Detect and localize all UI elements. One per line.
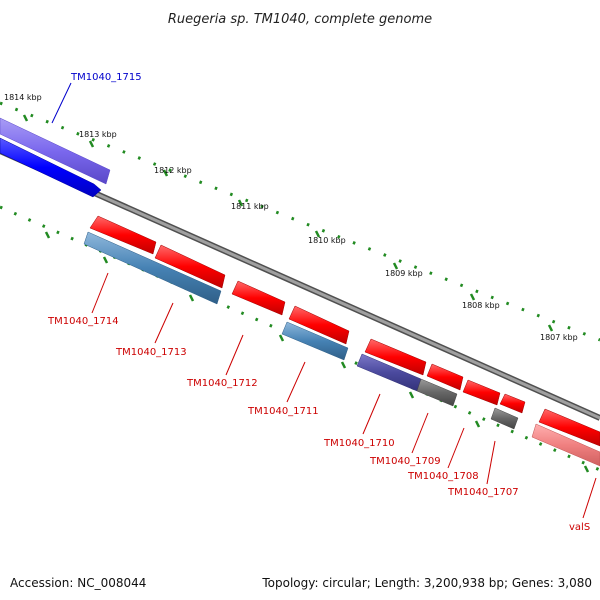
gene-arrow-vals [538, 408, 600, 447]
gene-arrow-1710 [364, 338, 427, 376]
gene-arrow-1712 [231, 280, 286, 316]
leader-1715 [51, 82, 72, 124]
ruler-labels: 1814 kbp 1813 kbp 1812 kbp 1811 kbp 1810… [4, 93, 578, 342]
ruler-tick [392, 262, 399, 270]
ruler-tick [188, 294, 195, 302]
ruler-label: 1810 kbp [308, 236, 346, 245]
gene-arrow-1708 [462, 379, 501, 406]
ruler-tick [44, 231, 51, 239]
gene-arrow-1713 [154, 244, 226, 289]
ruler-tick [583, 465, 590, 473]
forward-strand-cds [83, 231, 600, 467]
inner-ruler-ticks [44, 231, 590, 473]
map-title: Ruegeria sp. TM1040, complete genome [168, 12, 432, 27]
genome-summary-text: Topology: circular; Length: 3,200,938 bp… [261, 576, 592, 590]
ruler-label: 1808 kbp [462, 301, 500, 310]
outer-ruler-track [0, 101, 600, 342]
cds-block-1711 [281, 321, 349, 361]
gene-label-1710[interactable]: TM1040_1710 [323, 438, 395, 449]
ruler-tick [237, 199, 244, 207]
ruler-label: 1812 kbp [154, 166, 192, 175]
ruler-tick [469, 293, 476, 301]
ruler-label: 1809 kbp [385, 269, 423, 278]
ruler-tick [278, 334, 285, 342]
reverse-strand-features [0, 117, 111, 198]
pseudo-block-1707 [490, 407, 519, 430]
gene-label-1707[interactable]: TM1040_1707 [447, 487, 519, 498]
ruler-label: 1811 kbp [231, 202, 269, 211]
backbone-line [0, 149, 600, 420]
accession-text: Accession: NC_008044 [10, 576, 146, 590]
leader-vals [582, 477, 597, 519]
leader-1709 [411, 412, 429, 454]
ruler-tick [22, 114, 29, 122]
gene-arrow-1711 [288, 305, 350, 345]
leader-1708 [447, 427, 465, 469]
ruler-tick [547, 324, 554, 332]
ruler-tick [162, 169, 169, 177]
gene-label-1709[interactable]: TM1040_1709 [369, 456, 441, 467]
ruler-tick [102, 256, 109, 264]
leader-1713 [154, 302, 174, 344]
gene-label-1713[interactable]: TM1040_1713 [115, 347, 187, 358]
cds-block-vals [531, 423, 600, 467]
ruler-tick [474, 420, 481, 428]
gene-arrow-1707 [499, 393, 526, 414]
leader-1707 [486, 440, 496, 485]
ruler-tick [314, 230, 321, 238]
gene-label-1714[interactable]: TM1040_1714 [47, 316, 119, 327]
cds-block-1714 [83, 231, 222, 305]
cds-block-1715 [0, 117, 111, 185]
gene-arrow-1709 [426, 363, 464, 391]
genome-backbone [0, 148, 600, 421]
gene-label-1715[interactable]: TM1040_1715 [70, 72, 142, 83]
leader-1712 [225, 334, 244, 376]
gene-labels: TM1040_1715 TM1040_1714 TM1040_1713 TM10… [47, 72, 590, 533]
ruler-label: 1814 kbp [4, 93, 42, 102]
gene-label-vals[interactable]: valS [569, 522, 590, 533]
ruler-tick [88, 140, 95, 148]
gene-arrow-1714 [89, 215, 157, 255]
gene-label-1711[interactable]: TM1040_1711 [247, 406, 319, 417]
outer-ruler-ticks [22, 114, 554, 332]
gene-arrow-1715 [0, 137, 102, 198]
ruler-label: 1813 kbp [79, 130, 117, 139]
forward-strand-genes [89, 215, 600, 447]
leader-1711 [286, 361, 306, 403]
gene-label-1712[interactable]: TM1040_1712 [186, 378, 258, 389]
pseudo-block-1709 [416, 378, 458, 407]
leader-1714 [91, 272, 109, 314]
gene-label-leaders [51, 82, 597, 519]
ruler-tick [408, 391, 415, 399]
ruler-tick [340, 361, 347, 369]
gene-label-1708[interactable]: TM1040_1708 [407, 471, 479, 482]
leader-1710 [362, 393, 381, 435]
ruler-label: 1807 kbp [540, 333, 578, 342]
